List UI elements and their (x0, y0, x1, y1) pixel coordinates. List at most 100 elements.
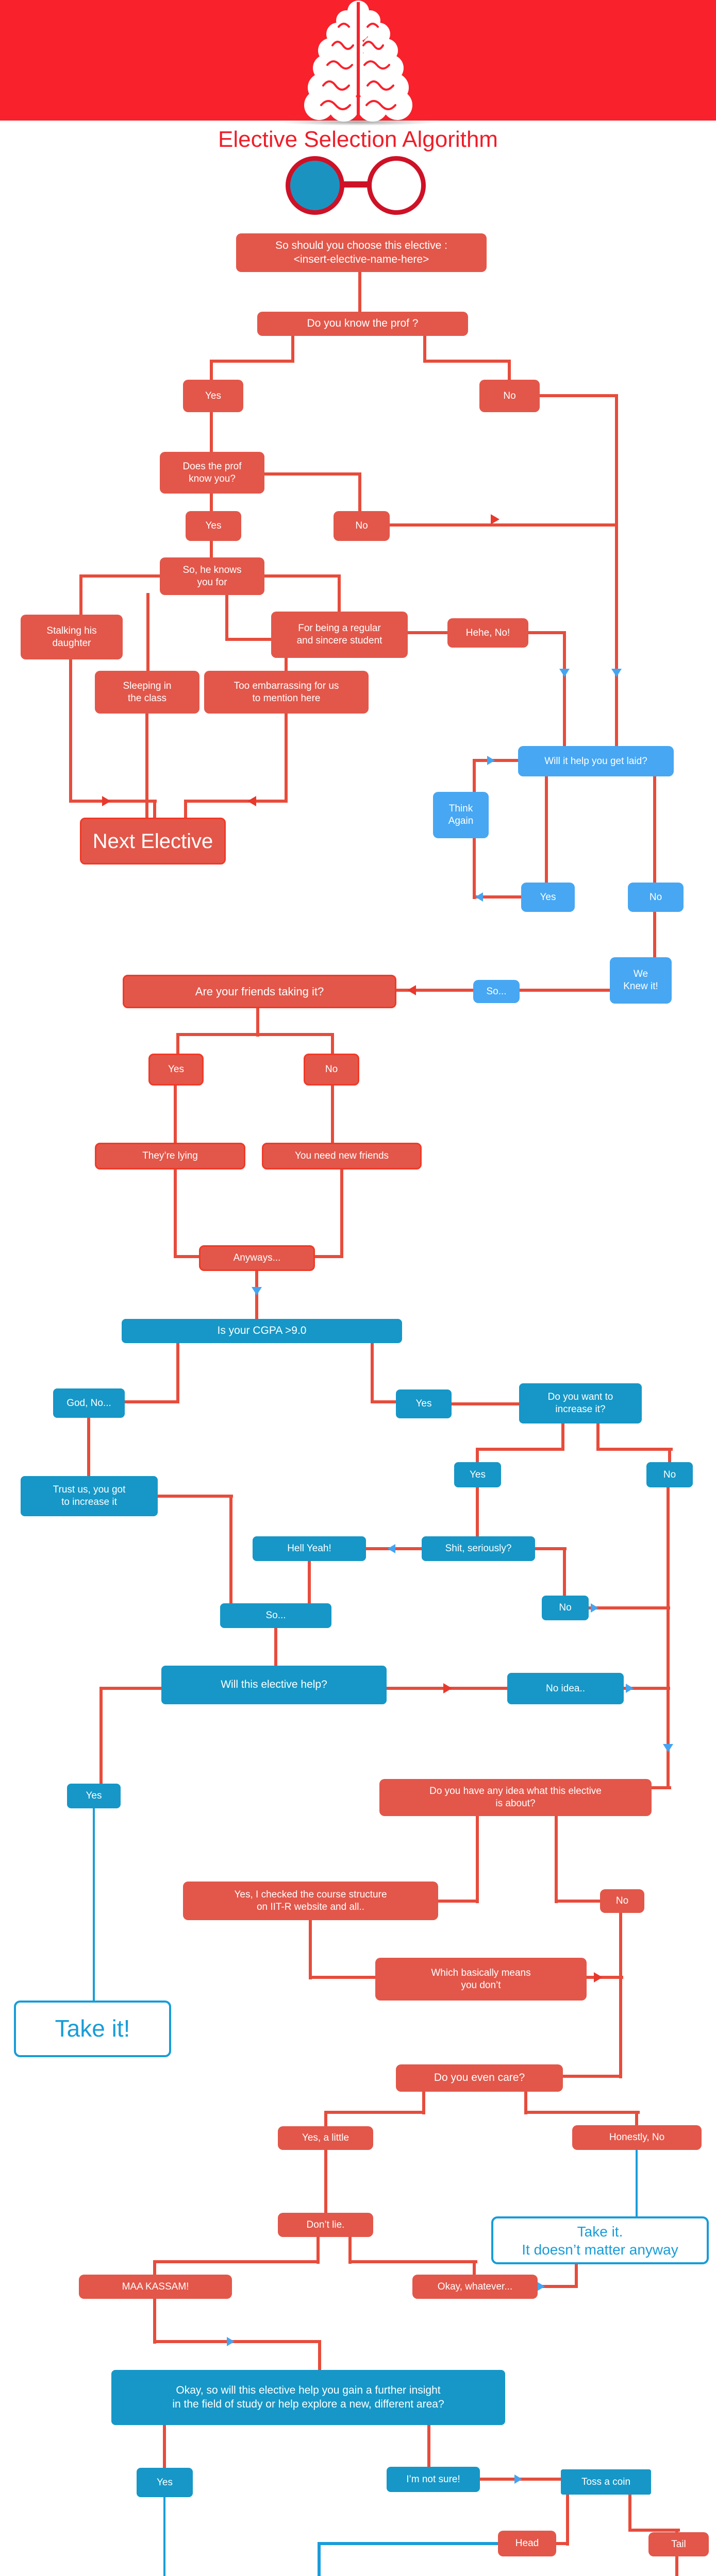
flow-node-so: So... (220, 1603, 331, 1628)
connector-line (427, 2423, 430, 2469)
connector-line (561, 1421, 564, 1451)
connector-line (423, 334, 426, 363)
connector-line (69, 800, 157, 803)
connector-line (324, 2111, 327, 2128)
banner-shadow (278, 118, 438, 126)
flow-node-anyways: Anyways... (199, 1245, 315, 1271)
connector-line (145, 711, 148, 820)
flow-node-yes: Yes (67, 1784, 121, 1808)
connector-line (585, 1976, 623, 1979)
flow-node-take-it-doesnt-matter: Take it. It doesn’t matter anyway (491, 2216, 709, 2264)
connector-line (668, 1448, 671, 1464)
connector-line (210, 360, 294, 363)
flow-node-question-cgpa: Is your CGPA >9.0 (122, 1319, 402, 1343)
connector-line (317, 2235, 320, 2264)
flow-node-no: No (628, 883, 684, 912)
flow-node-no: No (304, 1054, 359, 1086)
arrow-down-icon (559, 669, 570, 677)
connector-line (313, 1255, 343, 1258)
connector-line (340, 1167, 343, 1258)
flow-node-regular-sincere-student: For being a regular and sincere student (271, 612, 408, 658)
connector-line (184, 800, 288, 803)
flow-node-think-again: Think Again (433, 792, 489, 838)
flow-node-checked-course-structure: Yes, I checked the course structure on I… (183, 1882, 438, 1920)
connector-line (476, 1485, 479, 1538)
flow-node-take-it-small: Take it! (14, 2001, 171, 2057)
connector-line (324, 2148, 327, 2215)
arrow-right-icon (514, 2475, 522, 2484)
connector-line (225, 593, 228, 641)
connector-line (348, 2260, 477, 2263)
flow-node-stalking-daughter: Stalking his daughter (21, 615, 123, 659)
connector-line (508, 360, 511, 382)
connector-line (69, 657, 72, 803)
connector-line (256, 1006, 259, 1037)
flow-node-honestly-no: Honestly, No (572, 2125, 702, 2150)
connector-line (318, 2340, 321, 2372)
flow-node-hell-yeah: Hell Yeah! (253, 1536, 366, 1561)
flow-node-no: No (542, 1596, 589, 1620)
connector-line (675, 2554, 678, 2576)
connector-line (566, 2493, 569, 2546)
arrow-down-icon (663, 1744, 673, 1752)
connector-line (619, 1911, 622, 2078)
connector-line (555, 1814, 558, 1903)
flow-node-shit-seriously: Shit, seriously? (422, 1536, 535, 1561)
connector-line (309, 1918, 312, 1979)
flow-node-dont-lie: Don’t lie. (278, 2213, 373, 2237)
connector-line (406, 631, 449, 634)
flow-node-no: No (600, 1889, 644, 1913)
connector-line (667, 1485, 670, 1751)
flow-node-god-no: God, No... (53, 1388, 125, 1418)
connector-line (536, 2285, 578, 2288)
connector-line (628, 2493, 631, 2532)
arrow-right-icon (594, 1972, 603, 1982)
flow-node-yes: Yes (137, 2468, 193, 2497)
connector-line (256, 1033, 334, 1036)
connector-line (338, 574, 341, 614)
connector-line (87, 1416, 90, 1478)
connector-line (667, 1749, 670, 1789)
connector-line (555, 1900, 602, 1903)
connector-line (176, 1341, 179, 1403)
flow-node-question-even-care: Do you even care? (396, 2064, 563, 2092)
arrow-right-icon (591, 1603, 598, 1613)
connector-line (348, 2235, 352, 2264)
flow-node-too-embarrassing: Too embarrassing for us to mention here (204, 671, 369, 714)
connector-line (174, 1083, 177, 1145)
connector-line (229, 1495, 232, 1605)
connector-line (184, 800, 187, 820)
flow-node-maa-kassam: MAA KASSAM! (79, 2275, 232, 2299)
flow-node-question-friends-taking: Are your friends taking it? (123, 975, 396, 1008)
connector-line (146, 593, 149, 673)
flow-node-okay-whatever: Okay, whatever... (412, 2275, 538, 2299)
connector-line (653, 910, 656, 959)
page-title: Elective Selection Algorithm (218, 127, 498, 152)
connector-line (153, 800, 156, 820)
arrow-right-icon (443, 1683, 452, 1693)
connector-line (545, 774, 548, 885)
connector-line (473, 2260, 476, 2277)
connector-line (596, 1448, 673, 1451)
connector-line (563, 1547, 566, 1598)
connector-line (538, 394, 618, 397)
connector-line (274, 1626, 277, 1668)
flow-node-hehe-no: Hehe, No! (447, 618, 528, 648)
connector-line (554, 2542, 569, 2545)
flow-node-no: No (334, 511, 390, 541)
connector-line (615, 394, 618, 748)
arrow-down-icon (252, 1287, 262, 1295)
flow-node-theyre-lying: They’re lying (95, 1143, 245, 1170)
connector-line (262, 472, 361, 476)
flow-node-question-increase-cgpa: Do you want to increase it? (519, 1383, 642, 1423)
flow-node-no-idea: No idea.. (507, 1673, 624, 1704)
connector-line (291, 334, 294, 363)
connector-line (388, 523, 618, 527)
arrow-right-icon (227, 2337, 235, 2346)
flow-node-question-any-idea: Do you have any idea what this elective … (379, 1779, 652, 1816)
connector-line (358, 472, 361, 513)
connector-line (153, 2340, 321, 2343)
flow-node-question-get-laid: Will it help you get laid? (518, 746, 674, 776)
glasses-left-lens (286, 156, 344, 215)
